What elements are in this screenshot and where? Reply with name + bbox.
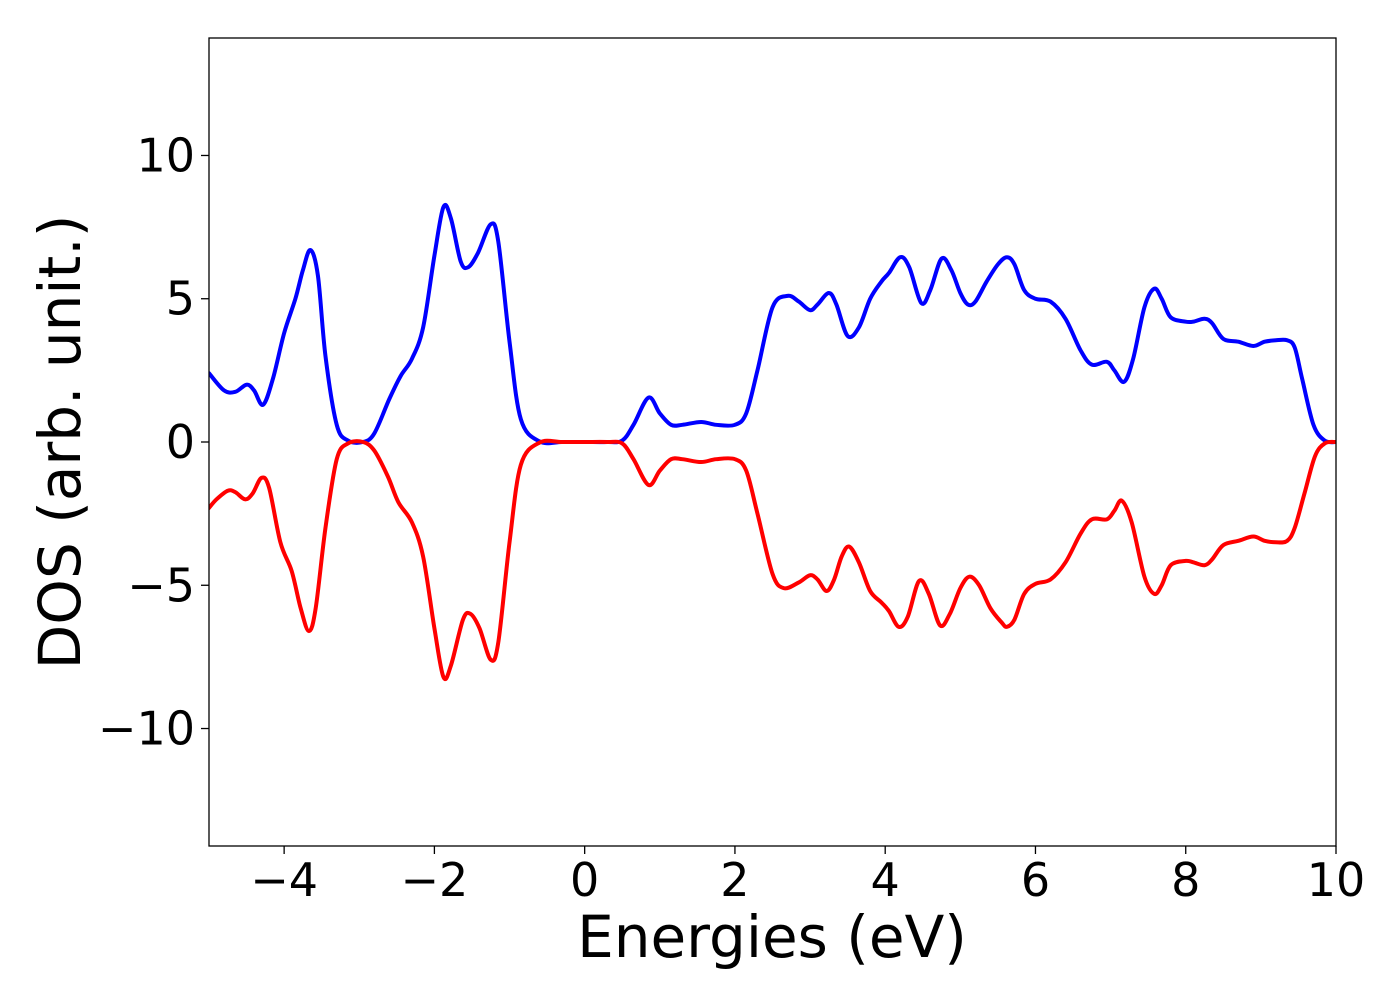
y-axis-ticks: −10 −5 0 5 10	[98, 128, 209, 756]
series-line-0	[209, 202, 1336, 446]
x-tick-label: 0	[570, 853, 599, 907]
x-tick-label: −4	[250, 853, 318, 907]
series-layer	[209, 202, 1336, 682]
series-line-1	[209, 438, 1336, 682]
plot-frame	[208, 37, 1337, 847]
x-tick-label: 10	[1307, 853, 1366, 907]
y-tick-label: −5	[127, 558, 195, 612]
y-tick-label: −10	[98, 702, 195, 756]
x-axis-ticks: −4 −2 0 2 4 6 8 10	[250, 846, 1365, 907]
x-tick-label: 8	[1171, 853, 1200, 907]
y-axis-title: DOS (arb. unit.)	[26, 215, 94, 670]
y-tick-label: 0	[166, 415, 195, 469]
x-tick-label: 4	[871, 853, 900, 907]
x-tick-label: 6	[1021, 853, 1050, 907]
x-tick-label: −2	[400, 853, 468, 907]
x-axis-title: Energies (eV)	[577, 903, 967, 971]
y-tick-label: 10	[136, 128, 195, 182]
x-tick-label: 2	[720, 853, 749, 907]
y-tick-label: 5	[166, 272, 195, 326]
